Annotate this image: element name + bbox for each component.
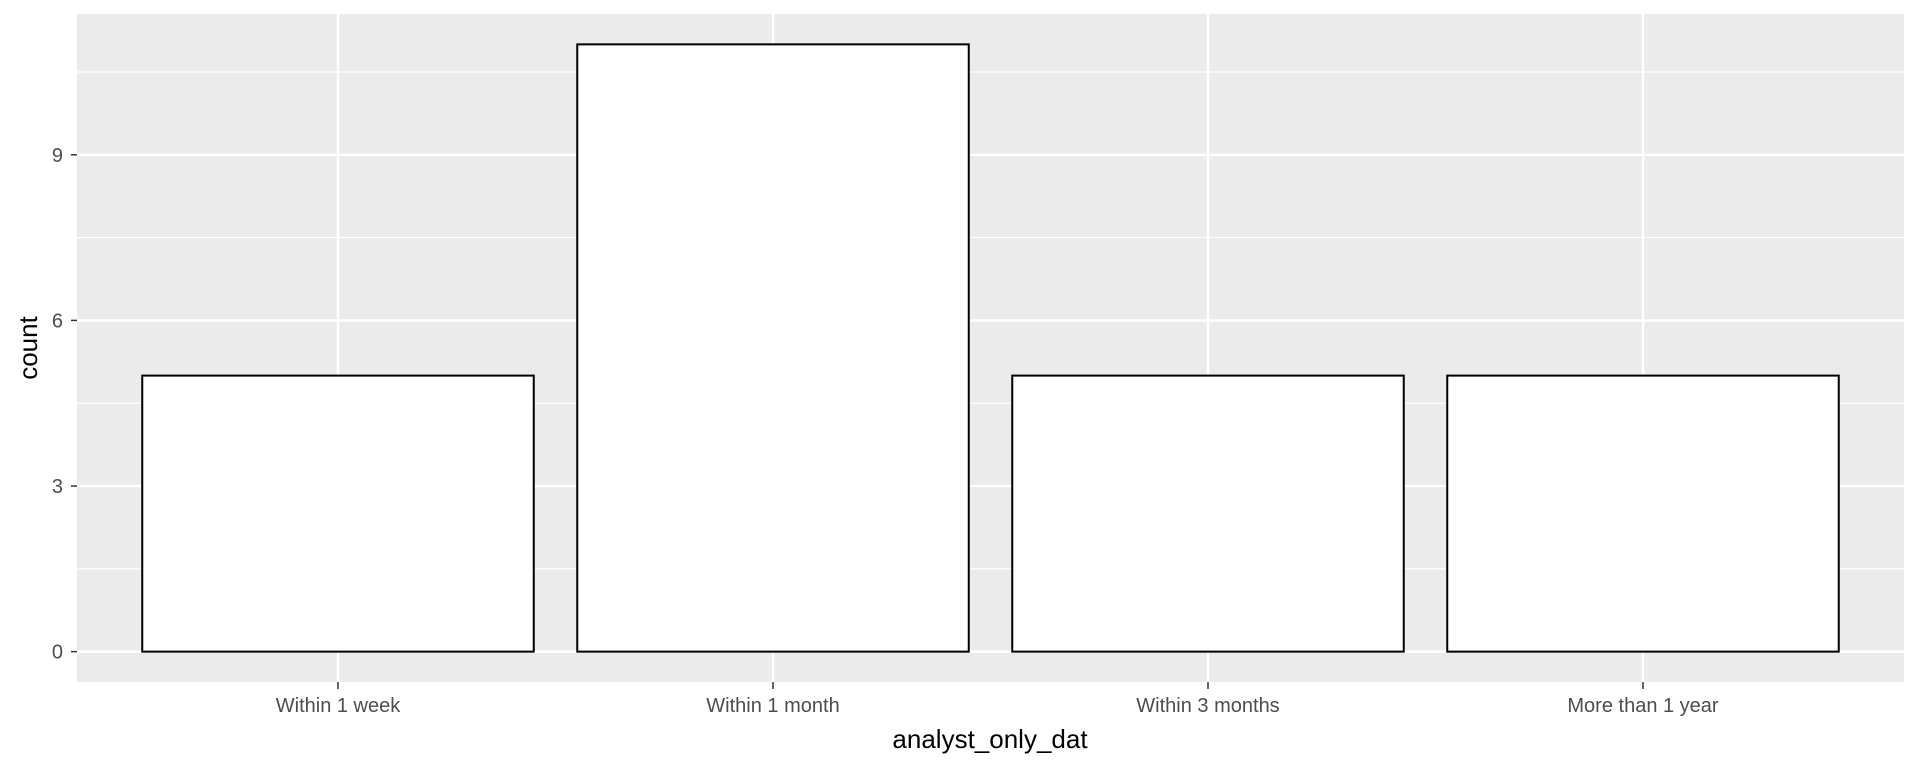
- bar-0: [141, 374, 535, 653]
- x-tick-label: Within 1 month: [706, 695, 839, 717]
- bar-2: [1011, 374, 1405, 653]
- y-tick-label: 9: [52, 145, 63, 167]
- x-tick-label: Within 3 months: [1136, 695, 1279, 717]
- x-axis-ticks: Within 1 week Within 1 month Within 3 mont…: [276, 682, 1719, 717]
- y-axis-ticks: 0 3 6 9: [52, 145, 77, 664]
- y-tick-label: 6: [52, 310, 63, 332]
- x-tick-label: Within 1 week: [276, 695, 401, 717]
- y-axis-title: count: [13, 315, 43, 379]
- bars: [141, 43, 1840, 653]
- y-tick-label: 3: [52, 476, 63, 498]
- bar-1: [576, 43, 970, 653]
- bar-3: [1446, 374, 1840, 653]
- y-tick-label: 0: [52, 642, 63, 664]
- x-axis-title: analyst_only_dat: [892, 724, 1088, 754]
- x-tick-label: More than 1 year: [1567, 695, 1719, 717]
